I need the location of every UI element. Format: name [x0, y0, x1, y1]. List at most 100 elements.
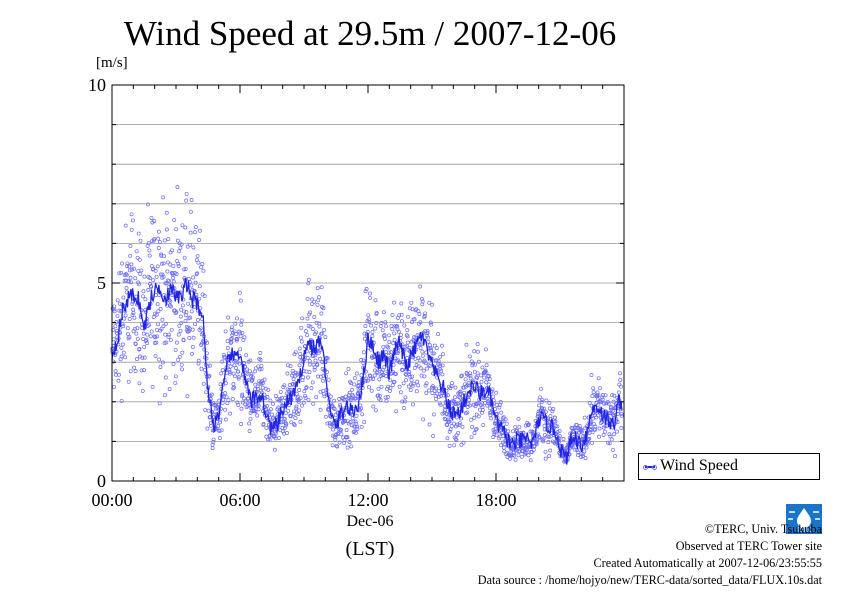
data-point — [291, 381, 295, 386]
data-point — [380, 328, 385, 333]
data-point — [337, 440, 342, 445]
data-point — [128, 280, 133, 285]
data-point — [361, 361, 366, 365]
data-point — [302, 389, 307, 394]
data-point — [312, 299, 317, 304]
data-point — [369, 347, 373, 352]
y-axis-unit: [m/s] — [96, 55, 128, 71]
data-point — [193, 322, 198, 327]
data-point — [218, 417, 223, 422]
data-point — [484, 370, 489, 375]
data-point — [395, 351, 400, 356]
data-point — [132, 365, 137, 370]
data-point — [418, 284, 423, 289]
data-point — [465, 410, 470, 415]
data-point — [406, 384, 411, 389]
data-point — [242, 335, 247, 340]
data-point — [308, 324, 313, 329]
data-point — [468, 373, 473, 378]
data-point — [429, 322, 434, 327]
data-point — [412, 365, 417, 370]
data-point — [359, 358, 364, 362]
data-point — [176, 357, 181, 362]
data-point — [377, 393, 382, 398]
data-point — [470, 378, 475, 383]
data-point — [433, 386, 438, 391]
data-point — [447, 443, 452, 448]
data-point — [128, 369, 133, 374]
data-point — [480, 408, 485, 412]
data-point — [142, 274, 147, 279]
data-point — [261, 409, 266, 414]
data-point — [128, 275, 133, 280]
data-point — [338, 427, 343, 432]
series-line — [111, 277, 623, 465]
data-point — [288, 364, 293, 369]
credit-created: Created Automatically at 2007-12-06/23:5… — [593, 556, 822, 570]
data-point — [611, 447, 615, 452]
x-tick-label: 12:00 — [347, 490, 388, 510]
data-point — [156, 322, 160, 327]
data-point — [286, 408, 291, 413]
data-point — [561, 437, 566, 441]
data-point — [354, 396, 359, 401]
data-point — [190, 327, 195, 332]
data-point — [174, 227, 179, 232]
data-point — [136, 280, 141, 285]
data-point — [397, 384, 402, 389]
data-point — [543, 449, 548, 454]
data-point — [307, 370, 312, 375]
data-point — [180, 303, 185, 308]
data-point — [486, 382, 491, 387]
data-point — [353, 430, 358, 435]
data-point — [363, 289, 368, 294]
data-point — [375, 370, 380, 375]
data-point — [619, 384, 623, 389]
data-point — [463, 377, 468, 382]
data-point — [381, 368, 385, 373]
data-point — [218, 420, 223, 425]
data-point — [374, 310, 379, 315]
data-point — [305, 316, 310, 321]
data-point — [481, 422, 486, 427]
data-point — [476, 359, 481, 364]
data-point — [249, 372, 254, 377]
data-point — [115, 298, 120, 303]
data-point — [237, 361, 242, 366]
data-point — [347, 440, 352, 444]
data-point — [434, 346, 439, 350]
data-point — [234, 332, 239, 337]
data-point — [366, 313, 371, 318]
data-point — [394, 409, 399, 414]
data-point — [298, 355, 303, 360]
data-point — [179, 307, 184, 312]
data-point — [308, 362, 313, 367]
data-point — [459, 374, 464, 379]
data-point — [195, 253, 200, 258]
data-point — [168, 338, 173, 343]
data-point — [550, 409, 555, 414]
data-point — [366, 317, 371, 322]
data-point — [517, 425, 522, 430]
data-point — [306, 375, 310, 380]
data-point — [351, 430, 356, 434]
data-point — [183, 318, 188, 323]
data-point — [431, 434, 436, 438]
data-point — [473, 362, 477, 367]
data-point — [214, 402, 219, 407]
data-point — [469, 417, 474, 422]
data-point — [161, 324, 166, 329]
data-point — [535, 414, 540, 419]
data-point — [338, 402, 343, 407]
data-point — [138, 271, 143, 276]
data-point — [587, 401, 592, 405]
data-point — [168, 262, 173, 267]
data-point — [319, 285, 324, 290]
data-point — [155, 264, 160, 269]
data-point — [468, 403, 472, 408]
data-point — [355, 424, 360, 429]
data-point — [479, 379, 484, 384]
data-point — [392, 337, 397, 342]
data-point — [618, 377, 623, 382]
data-point — [282, 417, 287, 421]
